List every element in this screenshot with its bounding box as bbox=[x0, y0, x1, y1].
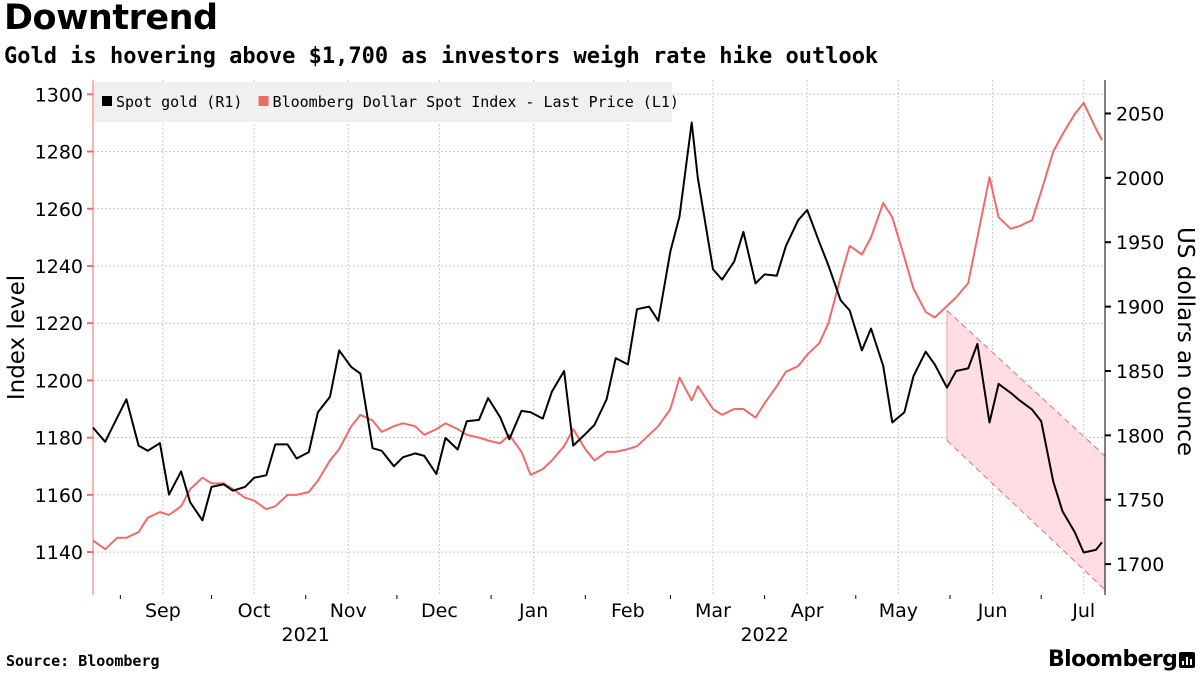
chart-title: Downtrend bbox=[4, 0, 218, 38]
legend-label: Bloomberg Dollar Spot Index - Last Price… bbox=[273, 93, 679, 111]
left-tick-label: 1220 bbox=[35, 313, 83, 335]
downtrend-channel bbox=[946, 310, 1105, 590]
x-tick-label: Nov bbox=[330, 600, 367, 622]
left-tick-label: 1160 bbox=[35, 485, 83, 507]
x-tick-label: Mar bbox=[695, 600, 731, 622]
right-tick-label: 2000 bbox=[1116, 168, 1164, 190]
brand-logo: Bloomberg bbox=[1048, 647, 1178, 672]
legend-swatch bbox=[258, 96, 269, 106]
x-tick-label: Jun bbox=[977, 600, 1008, 622]
right-tick-label: 1700 bbox=[1116, 554, 1164, 576]
left-tick-label: 1140 bbox=[35, 542, 83, 564]
plot-area bbox=[93, 80, 1105, 595]
x-tick-label: Sep bbox=[145, 600, 181, 622]
left-tick-label: 1260 bbox=[35, 199, 83, 221]
left-tick-label: 1280 bbox=[35, 142, 83, 164]
chart-subtitle: Gold is hovering above $1,700 as investo… bbox=[4, 44, 879, 69]
bloomberg-chart-icon bbox=[1179, 652, 1195, 668]
channel-lower-edge bbox=[946, 440, 1106, 591]
legend-swatch bbox=[102, 96, 112, 106]
series-line bbox=[92, 121, 1103, 554]
channel-upper-edge bbox=[946, 310, 1106, 457]
right-tick-label: 1900 bbox=[1116, 297, 1164, 319]
x-tick-label: Jul bbox=[1071, 600, 1095, 622]
x-tick-label: Dec bbox=[421, 600, 458, 622]
legend-label: Spot gold (R1) bbox=[116, 93, 242, 111]
left-tick-label: 1200 bbox=[35, 370, 83, 392]
series-line bbox=[92, 101, 1103, 551]
x-year-label: 2022 bbox=[740, 624, 788, 646]
left-tick-label: 1240 bbox=[35, 256, 83, 278]
x-tick-label: Feb bbox=[611, 600, 645, 622]
right-tick-label: 1750 bbox=[1116, 490, 1164, 512]
right-tick-label: 2050 bbox=[1116, 103, 1164, 125]
x-year-label: 2021 bbox=[282, 624, 330, 646]
left-tick-label: 1300 bbox=[35, 84, 83, 106]
legend-box bbox=[94, 82, 672, 122]
right-tick-label: 1950 bbox=[1116, 232, 1164, 254]
source-note: Source: Bloomberg bbox=[6, 652, 160, 670]
right-tick-label: 1850 bbox=[1116, 361, 1164, 383]
x-tick-label: May bbox=[879, 600, 918, 622]
left-axis-title: Index level bbox=[4, 275, 30, 400]
right-axis-title: US dollars an ounce bbox=[1172, 227, 1198, 456]
right-tick-label: 1800 bbox=[1116, 425, 1164, 447]
left-tick-label: 1180 bbox=[35, 428, 83, 450]
x-tick-label: Jan bbox=[518, 600, 548, 622]
x-tick-label: Apr bbox=[791, 600, 824, 622]
x-tick-label: Oct bbox=[238, 600, 271, 622]
